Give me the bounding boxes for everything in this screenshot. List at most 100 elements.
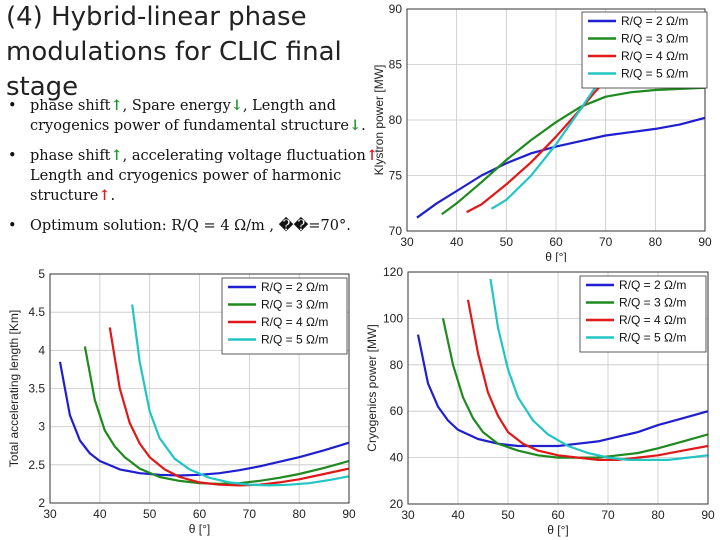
- x-axis-label: θ [°]: [545, 250, 566, 262]
- x-tick-label: 80: [649, 235, 663, 249]
- legend-entry: R/Q = 2 Ω/m: [621, 14, 688, 28]
- y-tick-label: 4.5: [28, 305, 45, 319]
- y-axis-label: Cryogenics power [MW]: [365, 324, 379, 451]
- plot-frame: [407, 271, 709, 505]
- legend-entry: R/Q = 2 Ω/m: [619, 278, 686, 292]
- x-tick-label: 40: [451, 508, 465, 522]
- x-tick-label: 40: [93, 507, 107, 521]
- bullet-text: Length and cryogenics power of harmonic …: [30, 168, 342, 204]
- y-tick-label: 2: [38, 496, 45, 510]
- legend-entry: R/Q = 3 Ω/m: [261, 298, 328, 312]
- legend-entry: R/Q = 5 Ω/m: [621, 67, 688, 81]
- klystron-power-chart: 30 40 50 60 70 80 90 70 75 80 85 90 θ [°] Klystron po…: [372, 2, 712, 262]
- series-line-3: [441, 318, 708, 459]
- bullet-text: , Length and cryogenics power of fundame…: [30, 98, 349, 134]
- y-tick-label: 75: [389, 169, 403, 183]
- y-tick-label: 3: [38, 420, 45, 434]
- x-tick-label: 30: [43, 507, 57, 521]
- bullet-text: , Spare energy: [122, 98, 231, 114]
- x-tick-label: 80: [651, 508, 665, 522]
- slide-title: (4) Hybrid-linear phase modulations for …: [6, 2, 342, 102]
- x-tick-label: 60: [549, 235, 563, 249]
- down-arrow-icon: ↓: [230, 97, 243, 114]
- x-tick-label: 50: [500, 235, 514, 249]
- x-tick-label: 50: [501, 508, 515, 522]
- bullet-dot: •: [8, 98, 17, 114]
- y-tick-label: 5: [38, 267, 45, 281]
- legend-entry: R/Q = 5 Ω/m: [619, 331, 686, 345]
- x-tick-label: 80: [292, 507, 306, 521]
- bullet-text: .: [110, 188, 116, 204]
- x-tick-label: 70: [601, 508, 615, 522]
- legend-entry: R/Q = 4 Ω/m: [621, 49, 688, 63]
- legend-box: [581, 11, 708, 89]
- series-line-5: [489, 278, 708, 461]
- y-tick-label: 100: [383, 311, 403, 325]
- x-tick-label: 70: [243, 507, 257, 521]
- up-arrow-icon: ↑: [110, 97, 123, 114]
- legend-entry: R/Q = 4 Ω/m: [261, 315, 328, 329]
- x-tick-label: 40: [450, 235, 464, 249]
- bullet-dot: •: [8, 218, 17, 234]
- series-line-2: [416, 334, 708, 448]
- y-tick-label: 60: [390, 404, 404, 418]
- y-axis-label: Klystron power [MW]: [372, 65, 386, 176]
- bullet-text: , accelerating voltage fluctuation: [122, 148, 366, 164]
- series-line-4: [466, 299, 708, 461]
- legend-entry: R/Q = 3 Ω/m: [621, 32, 688, 46]
- down-arrow-icon: ↓: [348, 117, 362, 134]
- x-tick-label: 60: [193, 507, 207, 521]
- up-arrow-icon: ↑: [365, 147, 378, 164]
- bullet-text-2: phase shift↑, accelerating voltage fluct…: [30, 147, 378, 204]
- series-line-3: [441, 86, 705, 216]
- bullet-dot: •: [8, 148, 17, 164]
- x-tick-label: 30: [401, 508, 415, 522]
- legend-entry: R/Q = 3 Ω/m: [619, 296, 686, 310]
- x-tick-label: 90: [701, 508, 715, 522]
- legend-box: [579, 275, 707, 353]
- y-tick-label: 80: [389, 113, 403, 127]
- x-tick-label: 70: [599, 235, 613, 249]
- series-line-2: [58, 361, 349, 477]
- series-line-5: [131, 304, 349, 487]
- bullet-text: .: [361, 118, 366, 134]
- legend-entry: R/Q = 2 Ω/m: [261, 280, 328, 294]
- y-tick-label: 120: [383, 265, 403, 279]
- x-axis-label: θ [°]: [189, 522, 210, 536]
- y-tick-label: 4: [38, 343, 45, 357]
- bullet-list: • phase shift↑, Spare energy↓, Length an…: [8, 96, 383, 246]
- accelerating-length-chart: 30 40 50 60 70 80 90 2 2.5 3 3.5 4 4.5 5 θ [°] Total ac…: [7, 267, 356, 536]
- bullet-item-2: • phase shift↑, accelerating voltage flu…: [8, 146, 383, 206]
- x-tick-label: 30: [400, 235, 414, 249]
- bullet-text-3: Optimum solution: R/Q = 4 Ω/m , ��=70°.: [30, 218, 351, 234]
- y-tick-label: 3.5: [28, 382, 45, 396]
- y-tick-label: 85: [389, 58, 403, 72]
- y-axis-label: Total accelerating length [Km]: [7, 310, 21, 467]
- y-tick-label: 20: [390, 497, 404, 511]
- legend-entry: R/Q = 5 Ω/m: [261, 333, 328, 347]
- y-tick-label: 90: [389, 2, 403, 16]
- up-arrow-icon: ↑: [110, 147, 123, 164]
- x-tick-label: 90: [698, 235, 712, 249]
- bullet-text: phase shift: [30, 148, 111, 164]
- x-tick-label: 50: [143, 507, 157, 521]
- x-axis-label: θ [°]: [547, 523, 568, 537]
- x-tick-label: 60: [551, 508, 565, 522]
- plot-frame: [406, 8, 706, 232]
- up-arrow-icon: ↑: [98, 187, 111, 204]
- legend-entry: R/Q = 4 Ω/m: [619, 313, 686, 327]
- series-line-2: [416, 116, 705, 219]
- cryogenics-power-chart: 30 40 50 60 70 80 90 20 40 60 80 100 120 θ [°] Cryogen…: [365, 265, 715, 537]
- x-tick-label: 90: [342, 507, 356, 521]
- bullet-item-1: • phase shift↑, Spare energy↓, Length an…: [8, 96, 383, 136]
- y-tick-label: 80: [390, 358, 404, 372]
- y-tick-label: 2.5: [28, 458, 45, 472]
- series-line-4: [108, 327, 349, 487]
- y-tick-label: 70: [389, 224, 403, 238]
- series-line-3: [83, 346, 349, 485]
- bullet-item-3: • Optimum solution: R/Q = 4 Ω/m , ��=70°.: [8, 216, 383, 236]
- y-tick-label: 40: [390, 451, 404, 465]
- bullet-text: phase shift: [30, 98, 111, 114]
- legend-box: [221, 277, 348, 355]
- bullet-text-1: phase shift↑, Spare energy↓, Length and …: [30, 97, 366, 134]
